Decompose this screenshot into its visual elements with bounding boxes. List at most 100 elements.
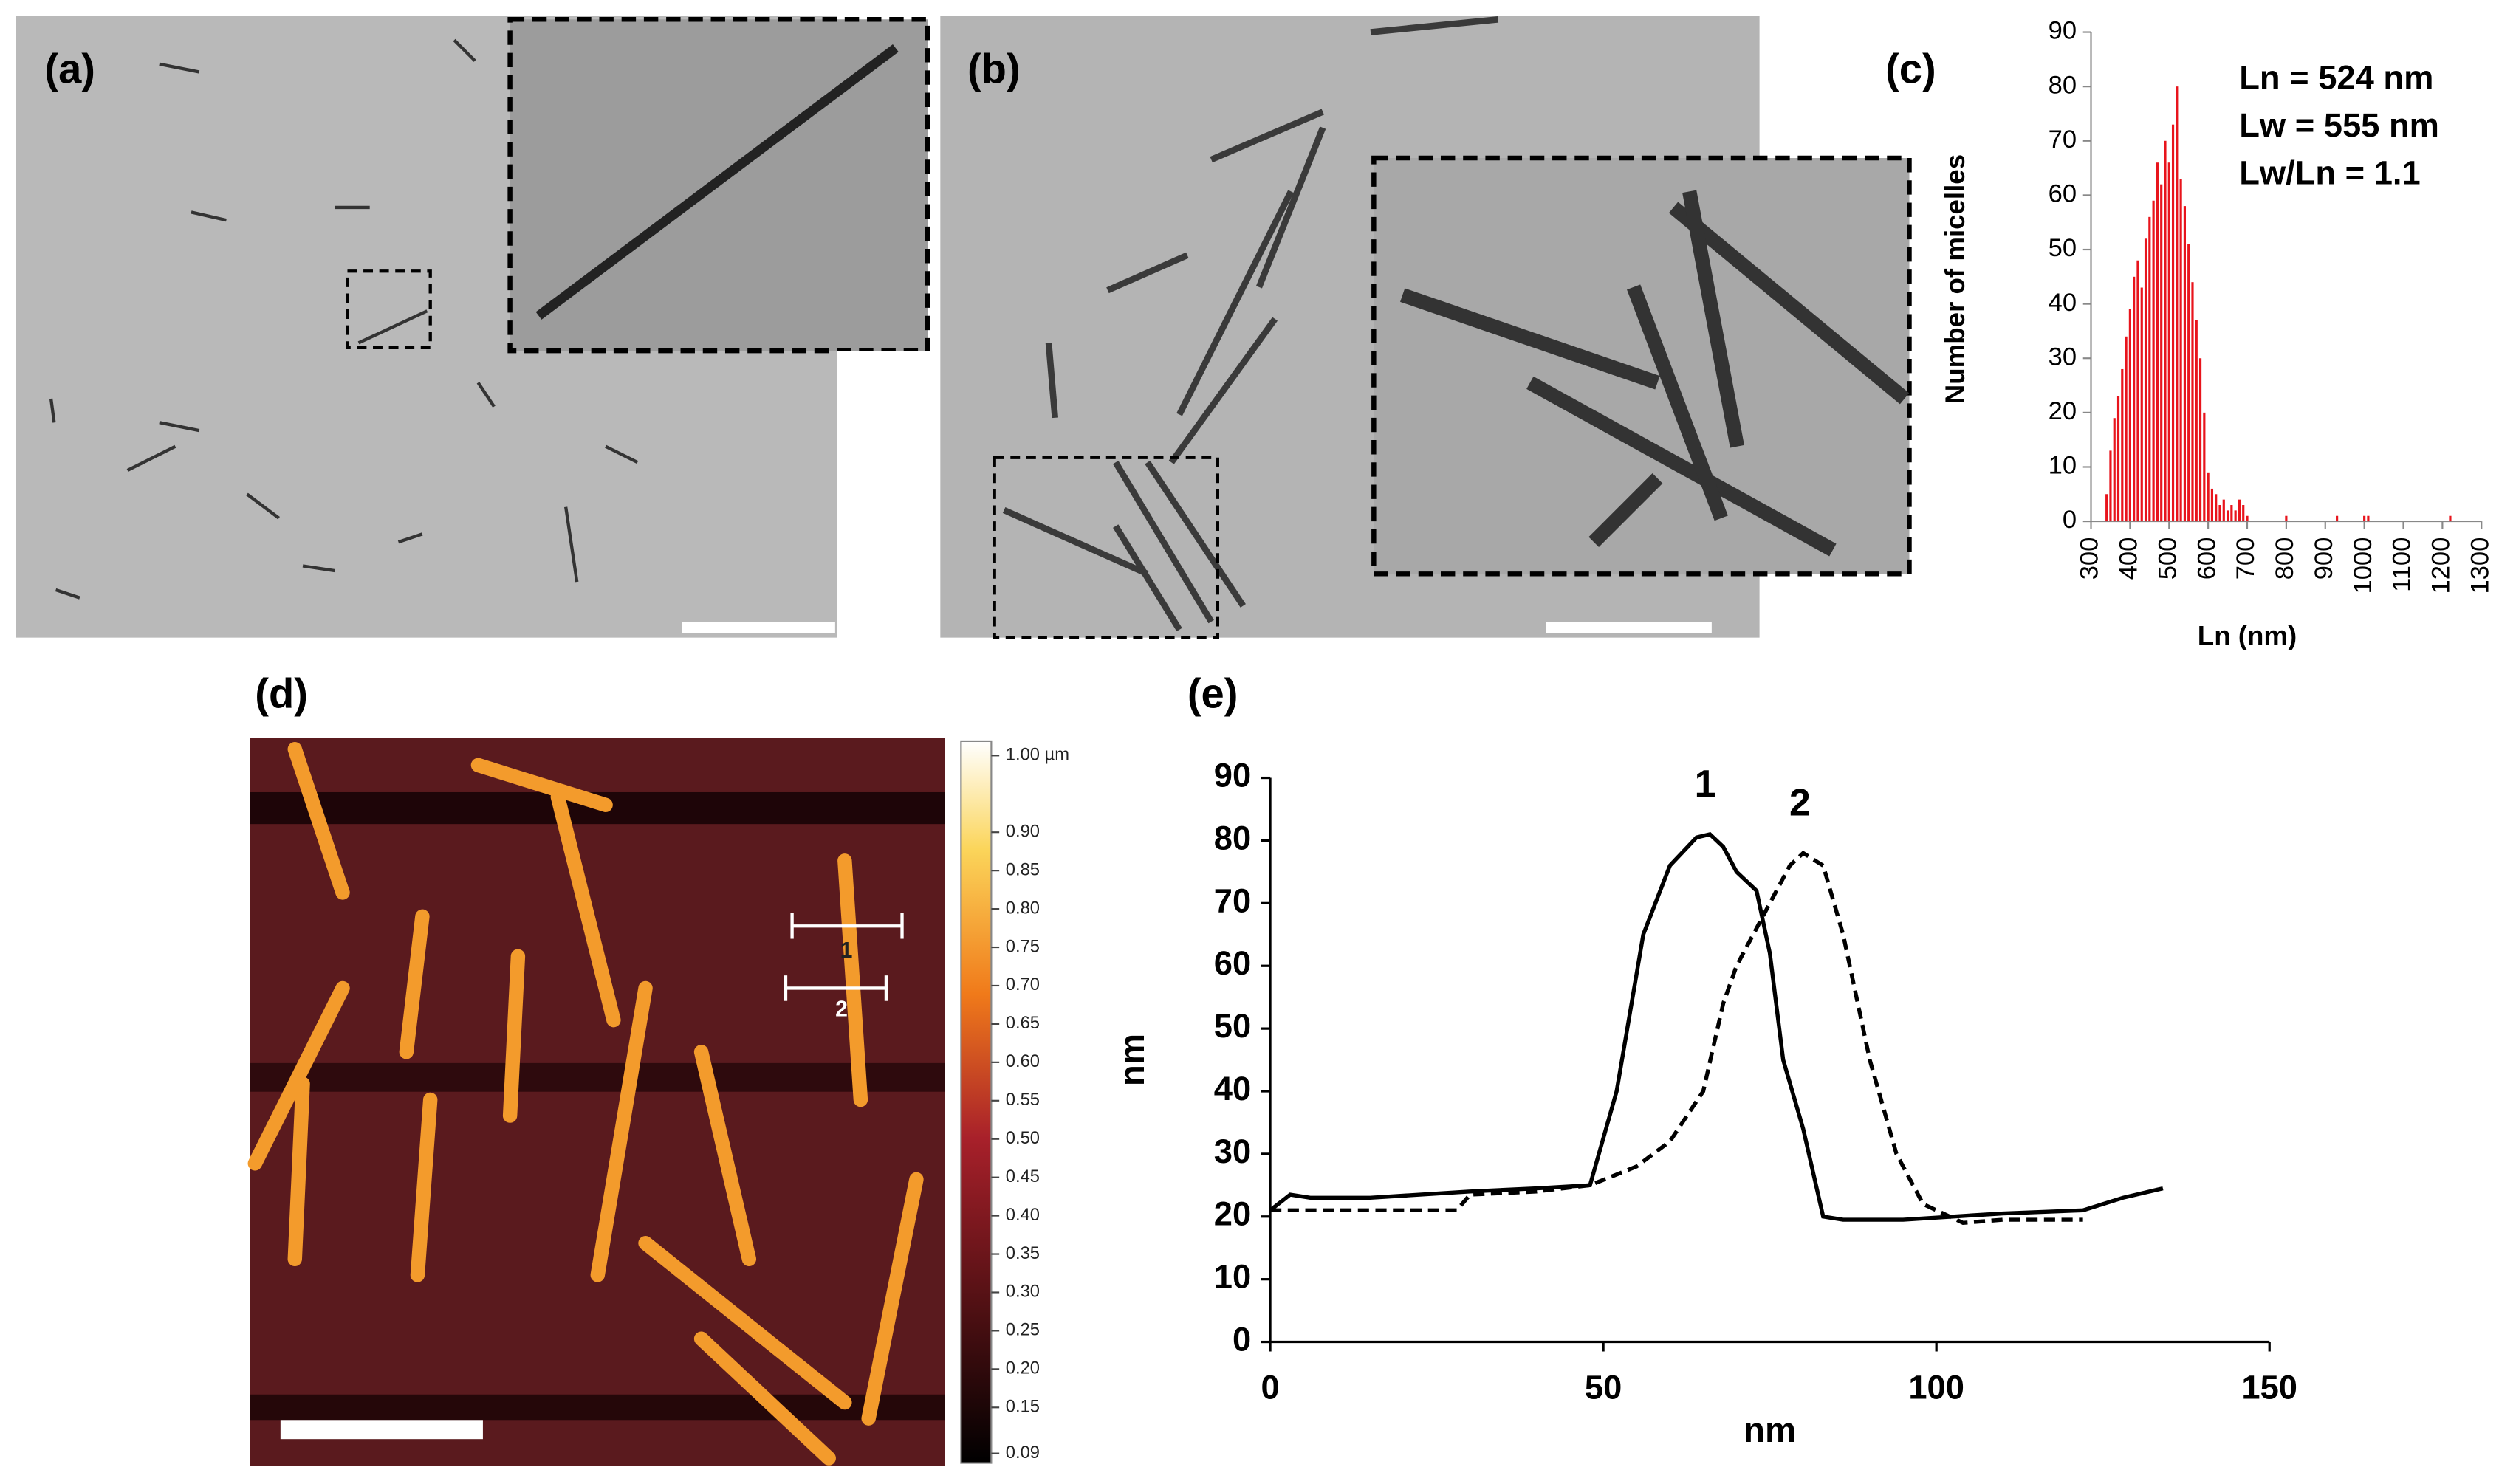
series-line	[1269, 831, 2164, 1222]
x-tick-label: 600	[2193, 537, 2221, 580]
x-axis-label: nm	[1744, 1411, 1796, 1450]
series-line	[1270, 851, 2083, 1226]
annotation: Lw = 555 nm	[2239, 106, 2439, 144]
colorbar-tick-label: 1.00 µm	[1006, 746, 1069, 765]
x-tick-label: 800	[2271, 537, 2299, 580]
bar	[2128, 309, 2131, 522]
colorbar-tick-label: 0.90	[1006, 822, 1040, 841]
y-tick-label: 60	[2049, 180, 2077, 208]
colorbar-tick-label: 0.30	[1006, 1282, 1040, 1302]
bar	[2152, 200, 2155, 522]
bar	[2198, 358, 2202, 522]
bar	[2218, 505, 2221, 522]
afm-image-d: 1 2	[247, 738, 993, 1466]
y-tick-label: 70	[1214, 882, 1251, 919]
y-tick-label: 30	[2049, 343, 2077, 371]
y-tick-label: 30	[1214, 1133, 1251, 1170]
bar	[2121, 368, 2124, 522]
bar	[2191, 282, 2194, 522]
bar	[2367, 515, 2370, 522]
bar	[2215, 494, 2218, 522]
bar	[2156, 162, 2159, 522]
bar	[2203, 412, 2206, 522]
y-tick-label: 60	[1214, 944, 1251, 982]
bar	[2171, 124, 2175, 522]
colorbar-tick-label: 0.15	[1006, 1398, 1040, 1417]
bar	[2179, 179, 2182, 522]
bar	[2207, 472, 2210, 522]
colorbar-tick-label: 0.70	[1006, 975, 1040, 995]
y-axis-label: Number of micelles	[1940, 154, 1970, 404]
y-tick-label: 80	[1214, 819, 1251, 856]
bar	[2176, 86, 2179, 522]
bar	[2133, 276, 2136, 522]
bar	[2195, 320, 2198, 522]
x-tick-label: 300	[2076, 537, 2104, 580]
y-tick-label: 50	[1214, 1007, 1251, 1045]
y-tick-label: 20	[2049, 397, 2077, 425]
colorbar-tick-label: 0.65	[1006, 1014, 1040, 1033]
x-tick-label: 400	[2115, 537, 2143, 580]
annotation: Lw/Ln = 1.1	[2239, 154, 2421, 192]
bar	[2144, 238, 2147, 522]
x-tick-label: 700	[2232, 537, 2260, 580]
bar	[2210, 488, 2214, 522]
colorbar-tick-label: 0.25	[1006, 1321, 1040, 1340]
bar	[2136, 260, 2139, 522]
bar	[2167, 162, 2170, 522]
bar	[2160, 184, 2163, 522]
bar	[2109, 450, 2112, 522]
panel-label: (a)	[44, 45, 95, 92]
y-tick-label: 20	[1214, 1195, 1251, 1233]
bar	[2140, 287, 2143, 522]
x-tick-label: 0	[1261, 1368, 1279, 1406]
colorbar-tick-label: 0.75	[1006, 937, 1040, 956]
x-tick-label: 50	[1585, 1368, 1622, 1406]
panel-label: (d)	[255, 670, 308, 716]
y-tick-label: 40	[2049, 289, 2077, 317]
bar	[2226, 510, 2229, 522]
bar	[2113, 418, 2116, 522]
x-tick-label: 1300	[2466, 537, 2494, 594]
bar	[2187, 244, 2190, 522]
annotation: Ln = 524 nm	[2239, 58, 2433, 96]
y-tick-label: 90	[2049, 17, 2077, 45]
colorbar-tick-label: 0.40	[1006, 1206, 1040, 1225]
bar	[2125, 336, 2128, 522]
bar	[2116, 396, 2120, 522]
x-tick-label: 1200	[2427, 537, 2455, 594]
y-tick-label: 50	[2049, 234, 2077, 262]
x-tick-label: 900	[2310, 537, 2338, 580]
tem-image-b	[940, 16, 1912, 639]
panel-label: (e)	[1187, 670, 1238, 716]
bar	[2164, 140, 2167, 522]
colorbar-tick-label: 0.09	[1006, 1443, 1040, 1463]
panel-label: (c)	[1885, 45, 1936, 92]
profile-label: 2	[835, 997, 848, 1022]
bar	[2246, 515, 2249, 522]
y-tick-label: 80	[2049, 71, 2077, 99]
colorbar-tick-label: 0.50	[1006, 1129, 1040, 1148]
bar	[2234, 510, 2237, 522]
x-tick-label: 1000	[2349, 537, 2377, 594]
x-tick-label: 100	[1908, 1368, 1964, 1406]
y-tick-label: 10	[2049, 452, 2077, 480]
bar	[2285, 515, 2288, 522]
bar	[2238, 499, 2241, 522]
y-tick-label: 70	[2049, 126, 2077, 154]
bar	[2363, 515, 2366, 522]
series-label: 1	[1695, 762, 1716, 805]
x-tick-label: 150	[2241, 1368, 2297, 1406]
colorbar-tick-label: 0.55	[1006, 1090, 1040, 1110]
y-tick-label: 0	[2063, 506, 2077, 534]
x-tick-label: 500	[2153, 537, 2181, 580]
colorbar-tick-label: 0.20	[1006, 1359, 1040, 1378]
bar	[2148, 216, 2151, 522]
series-label: 2	[1789, 780, 1811, 823]
profile-label: 1	[840, 938, 853, 963]
y-tick-label: 40	[1214, 1070, 1251, 1107]
x-axis-label: Ln (nm)	[2198, 620, 2297, 650]
y-tick-label: 10	[1214, 1258, 1251, 1296]
x-tick-label: 1100	[2388, 537, 2416, 592]
